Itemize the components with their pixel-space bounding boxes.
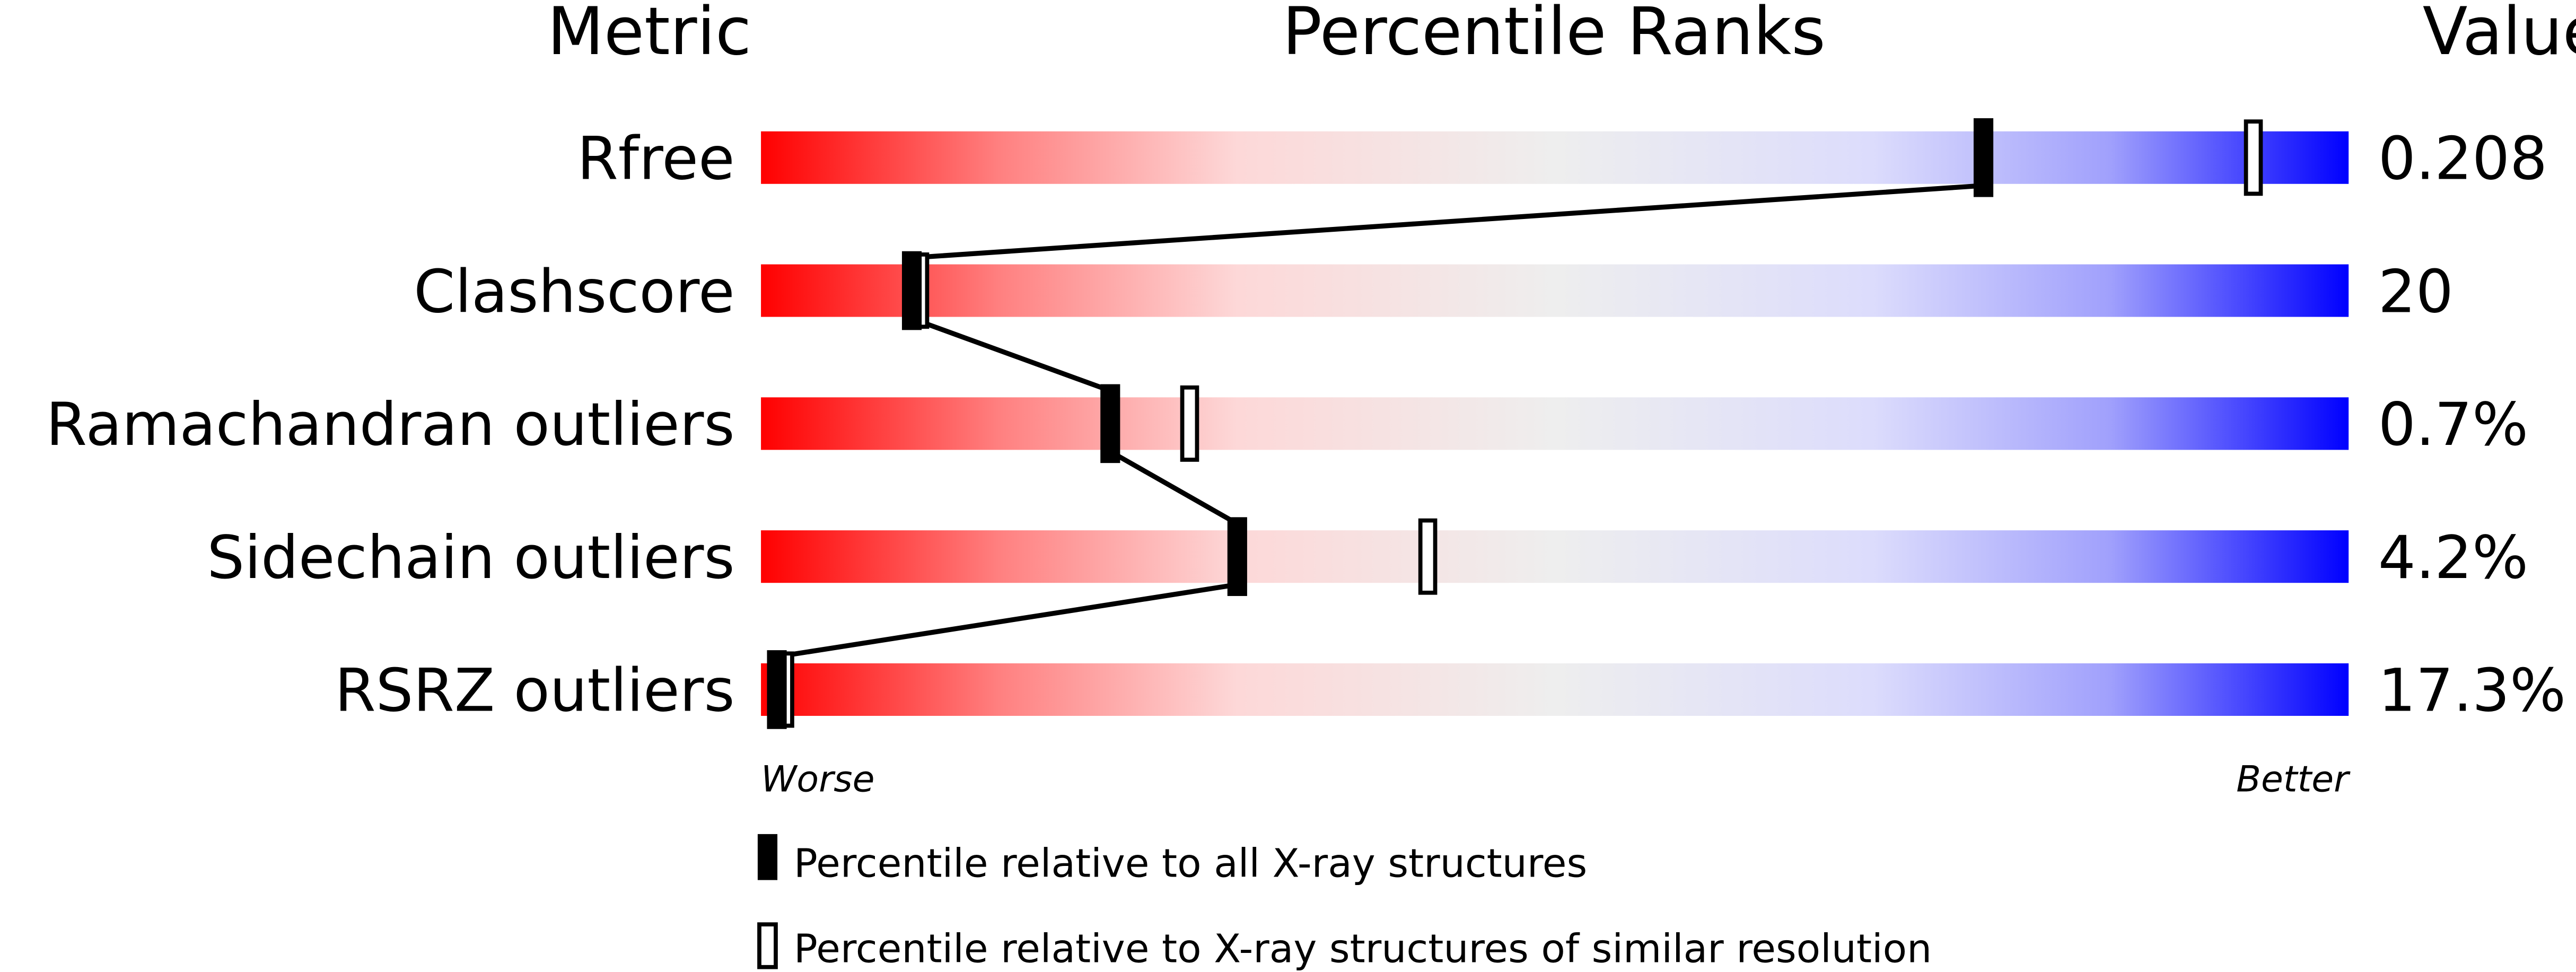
metric-value: 0.208 xyxy=(2378,125,2547,193)
legend-all: Percentile relative to all X-ray structu… xyxy=(794,840,1587,886)
marker-similar-resolution xyxy=(1418,518,1438,595)
marker-similar-resolution xyxy=(1180,385,1199,462)
axis-label-worse: Worse xyxy=(761,758,874,800)
percentile-bar xyxy=(761,397,2349,450)
metric-value: 17.3% xyxy=(2378,657,2566,725)
axis-label-better: Better xyxy=(2236,758,2351,800)
percentile-bar xyxy=(761,663,2349,716)
marker-all-structures xyxy=(901,251,922,330)
metric-label: Clashscore xyxy=(414,258,734,326)
metric-label: RSRZ outliers xyxy=(335,657,734,725)
header-percentile: Percentile Ranks xyxy=(1282,0,1825,70)
marker-all-structures xyxy=(1973,118,1994,197)
metric-value: 4.2% xyxy=(2378,524,2528,592)
header-metric: Metric xyxy=(547,0,751,70)
metric-label: Ramachandran outliers xyxy=(46,391,735,459)
metric-label: Sidechain outliers xyxy=(207,524,734,592)
marker-all-structures xyxy=(1227,517,1247,596)
percentile-bar xyxy=(761,131,2349,184)
percentile-bar xyxy=(761,264,2349,317)
percentile-bar xyxy=(761,530,2349,583)
metric-value: 0.7% xyxy=(2378,391,2528,459)
marker-all-structures xyxy=(767,650,787,729)
header-value: Value xyxy=(2423,0,2576,70)
legend-open-marker xyxy=(757,922,778,969)
marker-all-structures xyxy=(1100,384,1120,463)
metric-label: Rfree xyxy=(577,125,734,193)
legend-filled-marker xyxy=(757,834,778,880)
legend-similar: Percentile relative to X-ray structures … xyxy=(794,925,1932,971)
marker-similar-resolution xyxy=(2244,119,2263,196)
metric-value: 20 xyxy=(2378,258,2454,326)
